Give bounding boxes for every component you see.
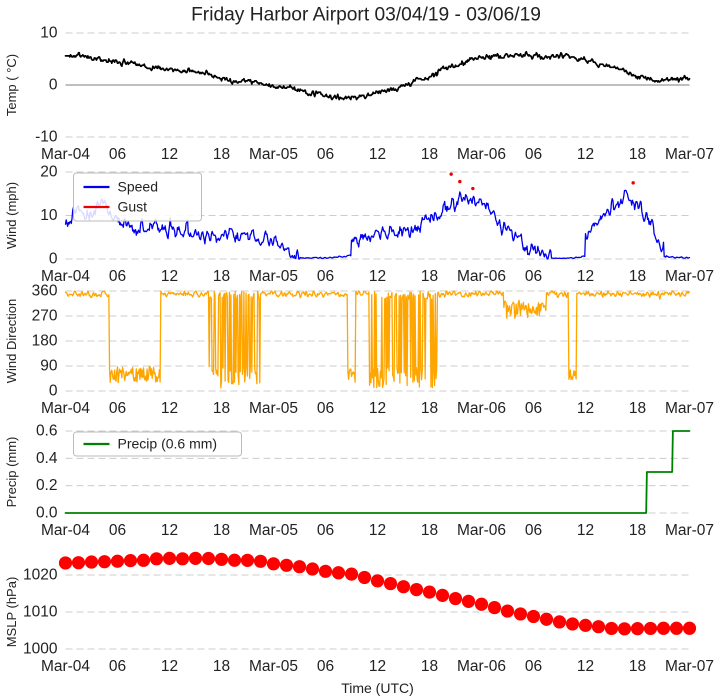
svg-text:1020: 1020 (23, 567, 58, 584)
svg-text:Mar-06: Mar-06 (457, 658, 506, 675)
svg-text:18: 18 (421, 268, 438, 285)
svg-text:Mar-04: Mar-04 (41, 658, 90, 675)
svg-text:Time (UTC): Time (UTC) (341, 680, 414, 696)
svg-text:Speed: Speed (118, 179, 158, 195)
svg-text:12: 12 (161, 146, 178, 163)
svg-text:12: 12 (369, 522, 386, 539)
svg-text:18: 18 (213, 146, 230, 163)
svg-text:Mar-07: Mar-07 (665, 522, 714, 539)
svg-text:18: 18 (213, 400, 230, 417)
svg-text:Temp ( °C): Temp ( °C) (4, 54, 19, 116)
svg-text:12: 12 (369, 658, 386, 675)
svg-text:12: 12 (577, 400, 594, 417)
svg-text:Mar-07: Mar-07 (665, 658, 714, 675)
svg-text:Mar-06: Mar-06 (457, 522, 506, 539)
svg-text:-10: -10 (35, 129, 58, 146)
svg-text:Mar-06: Mar-06 (457, 268, 506, 285)
svg-text:12: 12 (577, 146, 594, 163)
svg-text:12: 12 (577, 268, 594, 285)
svg-text:18: 18 (421, 400, 438, 417)
svg-text:18: 18 (629, 146, 646, 163)
svg-text:18: 18 (421, 522, 438, 539)
svg-text:18: 18 (629, 400, 646, 417)
svg-text:0.2: 0.2 (36, 477, 58, 494)
svg-text:360: 360 (32, 283, 58, 300)
svg-text:06: 06 (525, 400, 542, 417)
svg-text:06: 06 (525, 268, 542, 285)
svg-text:12: 12 (161, 400, 178, 417)
svg-text:Precip (mm): Precip (mm) (4, 437, 19, 508)
svg-text:06: 06 (109, 658, 126, 675)
svg-text:10: 10 (40, 25, 58, 42)
svg-text:180: 180 (32, 333, 58, 350)
svg-text:Mar-05: Mar-05 (249, 268, 298, 285)
svg-text:12: 12 (161, 522, 178, 539)
svg-text:0: 0 (49, 251, 58, 268)
svg-text:Mar-04: Mar-04 (41, 522, 90, 539)
svg-text:18: 18 (421, 658, 438, 675)
svg-text:Gust: Gust (118, 199, 148, 215)
svg-text:06: 06 (317, 522, 334, 539)
svg-text:06: 06 (525, 146, 542, 163)
svg-text:20: 20 (40, 164, 58, 181)
svg-text:18: 18 (421, 146, 438, 163)
svg-text:Mar-04: Mar-04 (41, 400, 90, 417)
svg-text:10: 10 (40, 207, 58, 224)
svg-text:06: 06 (525, 658, 542, 675)
svg-text:0.4: 0.4 (36, 450, 58, 467)
svg-text:06: 06 (109, 268, 126, 285)
svg-text:Mar-07: Mar-07 (665, 146, 714, 163)
svg-text:270: 270 (32, 308, 58, 325)
svg-text:06: 06 (317, 146, 334, 163)
svg-text:MSLP (hPa): MSLP (hPa) (4, 577, 19, 648)
svg-text:12: 12 (369, 146, 386, 163)
svg-text:18: 18 (213, 268, 230, 285)
svg-text:0.0: 0.0 (36, 505, 58, 522)
svg-text:06: 06 (109, 400, 126, 417)
svg-text:06: 06 (317, 658, 334, 675)
svg-text:Mar-05: Mar-05 (249, 658, 298, 675)
svg-text:Friday Harbor Airport 03/04/19: Friday Harbor Airport 03/04/19 - 03/06/1… (191, 5, 541, 26)
svg-text:12: 12 (161, 658, 178, 675)
svg-text:Mar-07: Mar-07 (665, 268, 714, 285)
svg-text:Mar-04: Mar-04 (41, 146, 90, 163)
svg-text:0: 0 (49, 383, 58, 400)
svg-text:Precip (0.6 mm): Precip (0.6 mm) (118, 436, 218, 452)
svg-text:06: 06 (317, 400, 334, 417)
svg-text:12: 12 (577, 522, 594, 539)
svg-text:Mar-07: Mar-07 (665, 400, 714, 417)
svg-text:18: 18 (629, 522, 646, 539)
svg-text:90: 90 (40, 358, 58, 375)
svg-text:Mar-05: Mar-05 (249, 146, 298, 163)
svg-text:12: 12 (369, 268, 386, 285)
svg-text:18: 18 (629, 658, 646, 675)
svg-text:1010: 1010 (23, 604, 58, 621)
svg-text:06: 06 (109, 146, 126, 163)
svg-text:18: 18 (213, 658, 230, 675)
svg-text:06: 06 (109, 522, 126, 539)
svg-text:0: 0 (49, 77, 58, 94)
svg-text:12: 12 (369, 400, 386, 417)
svg-text:0.6: 0.6 (36, 423, 58, 440)
svg-text:Mar-06: Mar-06 (457, 400, 506, 417)
svg-text:06: 06 (525, 522, 542, 539)
svg-text:18: 18 (213, 522, 230, 539)
svg-text:Mar-05: Mar-05 (249, 522, 298, 539)
svg-text:12: 12 (577, 658, 594, 675)
svg-text:Wind (mph): Wind (mph) (4, 182, 19, 249)
svg-text:Mar-05: Mar-05 (249, 400, 298, 417)
svg-text:12: 12 (161, 268, 178, 285)
svg-text:18: 18 (629, 268, 646, 285)
svg-text:Mar-06: Mar-06 (457, 146, 506, 163)
svg-text:1000: 1000 (23, 641, 58, 658)
svg-text:Wind Direction: Wind Direction (4, 299, 19, 384)
svg-text:06: 06 (317, 268, 334, 285)
